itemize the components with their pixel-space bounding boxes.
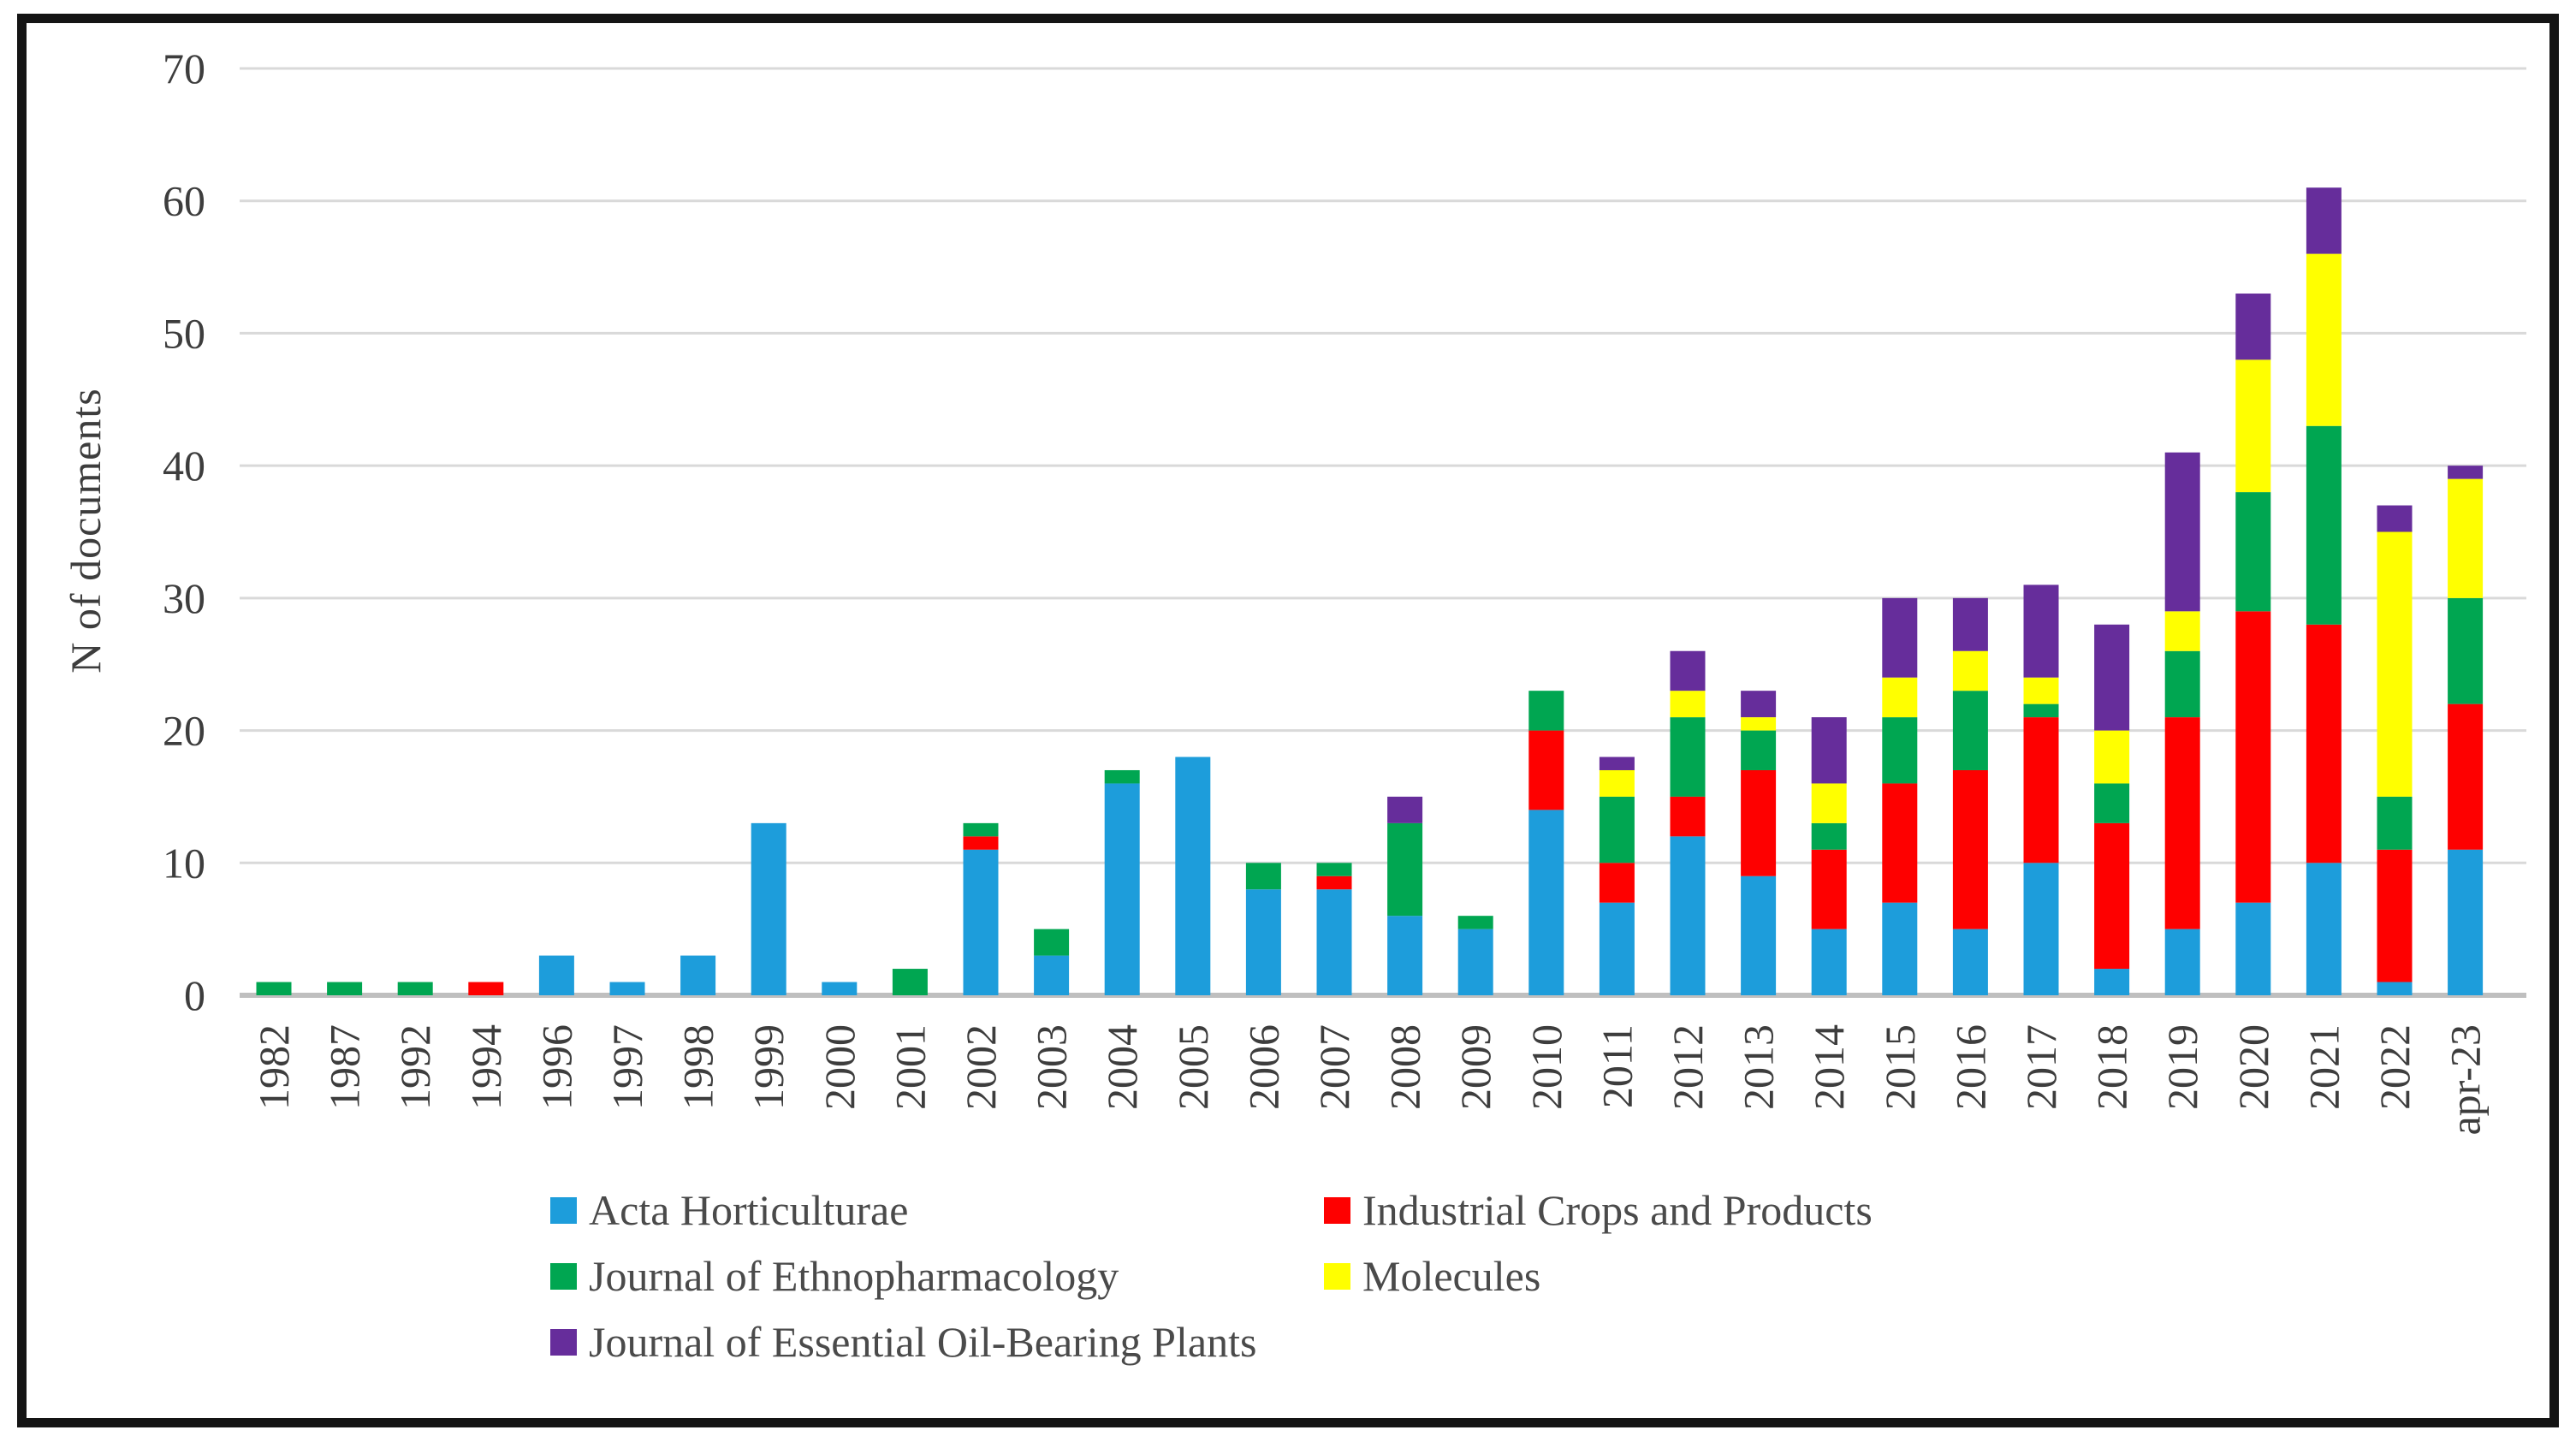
legend-label-journal-of-ethnopharmacology: Journal of Ethnopharmacology (589, 1252, 1119, 1300)
y-axis-title: N of documents (62, 388, 110, 674)
svg-text:apr-23: apr-23 (2442, 1024, 2490, 1136)
svg-text:2009: 2009 (1451, 1024, 1499, 1110)
svg-text:1982: 1982 (250, 1024, 298, 1110)
svg-text:2012: 2012 (1664, 1024, 1712, 1110)
svg-text:2015: 2015 (1876, 1024, 1924, 1110)
svg-text:2007: 2007 (1310, 1024, 1358, 1110)
svg-text:1996: 1996 (532, 1024, 580, 1110)
legend-swatch-journal-of-essential-oil-bearing-plants (550, 1328, 577, 1356)
svg-text:1992: 1992 (391, 1024, 439, 1110)
legend-item-journal-of-essential-oil-bearing-plants: Journal of Essential Oil-Bearing Plants (550, 1318, 1256, 1366)
svg-text:2005: 2005 (1169, 1024, 1217, 1110)
svg-text:2004: 2004 (1098, 1024, 1146, 1110)
svg-text:2011: 2011 (1593, 1024, 1641, 1108)
legend-swatch-industrial-crops-and-products (1324, 1196, 1350, 1224)
svg-text:2010: 2010 (1522, 1024, 1570, 1110)
svg-text:1987: 1987 (321, 1024, 369, 1110)
svg-text:2020: 2020 (2229, 1024, 2277, 1110)
svg-text:2001: 2001 (886, 1024, 934, 1110)
svg-text:2021: 2021 (2300, 1024, 2347, 1110)
svg-text:2003: 2003 (1028, 1024, 1076, 1110)
legend-label-journal-of-essential-oil-bearing-plants: Journal of Essential Oil-Bearing Plants (589, 1318, 1257, 1366)
svg-text:50: 50 (163, 309, 205, 357)
svg-text:70: 70 (163, 45, 205, 92)
svg-text:2002: 2002 (957, 1024, 1005, 1110)
svg-text:1994: 1994 (462, 1024, 510, 1110)
legend-item-journal-of-ethnopharmacology: Journal of Ethnopharmacology (550, 1252, 1119, 1300)
svg-text:10: 10 (163, 839, 205, 887)
svg-text:2017: 2017 (2017, 1024, 2065, 1110)
svg-text:2013: 2013 (1735, 1024, 1783, 1110)
svg-text:30: 30 (163, 574, 205, 622)
svg-text:0: 0 (184, 971, 205, 1019)
svg-text:2016: 2016 (1946, 1024, 1994, 1110)
legend-swatch-molecules (1324, 1262, 1350, 1290)
legend-label-acta-horticulturae: Acta Horticulturae (589, 1186, 909, 1234)
svg-text:2022: 2022 (2371, 1024, 2419, 1110)
svg-text:2008: 2008 (1381, 1024, 1429, 1110)
legend-label-molecules: Molecules (1362, 1252, 1541, 1300)
svg-text:1997: 1997 (603, 1024, 651, 1110)
legend-label-industrial-crops-and-products: Industrial Crops and Products (1362, 1186, 1873, 1234)
legend-swatch-journal-of-ethnopharmacology (550, 1262, 577, 1290)
svg-text:1998: 1998 (674, 1024, 722, 1110)
legend-item-industrial-crops-and-products: Industrial Crops and Products (1324, 1186, 1873, 1234)
legend-swatch-acta-horticulturae (550, 1196, 577, 1224)
svg-text:20: 20 (163, 707, 205, 755)
svg-text:2006: 2006 (1239, 1024, 1287, 1110)
svg-text:40: 40 (163, 442, 205, 490)
svg-text:60: 60 (163, 177, 205, 225)
svg-text:2000: 2000 (816, 1024, 864, 1110)
svg-text:2014: 2014 (1805, 1024, 1853, 1110)
svg-text:2019: 2019 (2158, 1024, 2206, 1110)
svg-text:1999: 1999 (745, 1024, 792, 1110)
legend-item-molecules: Molecules (1324, 1252, 1540, 1300)
svg-text:2018: 2018 (2088, 1024, 2136, 1110)
legend-item-acta-horticulturae: Acta Horticulturae (550, 1186, 908, 1234)
